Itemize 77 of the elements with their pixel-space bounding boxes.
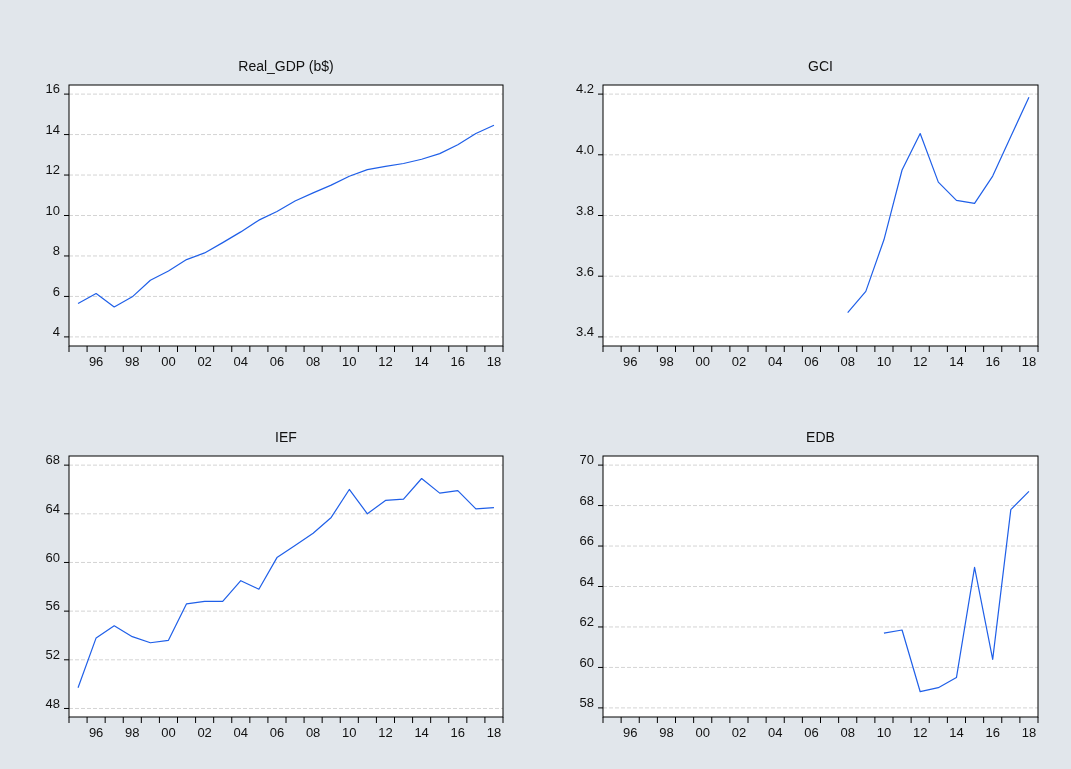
- y-tick-label: 52: [45, 647, 60, 663]
- x-tick-label: 16: [450, 725, 466, 740]
- x-tick-label: 98: [659, 725, 674, 740]
- x-tick-label: 02: [731, 354, 747, 369]
- x-tick-label: 96: [622, 354, 638, 369]
- x-tick-label: 98: [125, 354, 140, 369]
- x-tick-label: 00: [695, 354, 710, 369]
- y-tick-label: 16: [45, 81, 60, 97]
- x-tick-label: 14: [414, 725, 429, 740]
- y-tick-label: 56: [45, 598, 60, 614]
- x-tick-label: 98: [125, 725, 140, 740]
- y-tick-label: 4: [52, 324, 60, 340]
- x-tick-label: 12: [912, 725, 928, 740]
- x-tick-label: 08: [305, 354, 321, 369]
- x-tick-label: 02: [731, 725, 747, 740]
- x-tick-label: 04: [767, 354, 783, 369]
- x-tick-label: 10: [876, 354, 892, 369]
- y-tick-label: 10: [45, 202, 60, 218]
- y-tick-label: 60: [579, 654, 594, 670]
- y-tick-label: 4.2: [575, 81, 594, 97]
- x-tick-label: 16: [985, 725, 1000, 740]
- x-tick-label: 18: [486, 354, 502, 369]
- chart-title: EDB: [806, 429, 835, 445]
- y-tick-label: 64: [45, 501, 60, 517]
- x-tick-label: 08: [840, 354, 855, 369]
- x-tick-label: 12: [378, 354, 393, 369]
- y-tick-label: 68: [579, 492, 594, 508]
- y-tick-label: 70: [579, 452, 594, 468]
- y-tick-label: 3.6: [575, 263, 594, 279]
- x-tick-label: 06: [804, 354, 819, 369]
- y-tick-label: 58: [579, 695, 594, 711]
- chart-title: IEF: [275, 429, 297, 445]
- y-tick-label: 3.4: [575, 324, 594, 340]
- x-tick-label: 18: [1021, 354, 1037, 369]
- x-tick-label: 04: [767, 725, 783, 740]
- x-tick-label: 96: [622, 725, 638, 740]
- chart-title: Real_GDP (b$): [238, 58, 334, 74]
- y-tick-label: 62: [579, 614, 594, 630]
- y-tick-label: 68: [45, 452, 60, 468]
- y-tick-label: 12: [45, 162, 60, 178]
- x-tick-label: 08: [840, 725, 855, 740]
- y-tick-label: 60: [45, 549, 60, 565]
- x-tick-label: 00: [161, 725, 176, 740]
- x-tick-label: 08: [305, 725, 321, 740]
- x-tick-label: 00: [695, 725, 710, 740]
- x-tick-label: 12: [378, 725, 393, 740]
- x-tick-label: 96: [88, 725, 104, 740]
- x-tick-label: 12: [912, 354, 928, 369]
- x-tick-label: 18: [1021, 725, 1037, 740]
- x-tick-label: 06: [269, 725, 285, 740]
- y-tick-label: 3.8: [575, 202, 594, 218]
- x-tick-label: 14: [949, 725, 964, 740]
- x-tick-label: 06: [804, 725, 819, 740]
- x-tick-label: 10: [342, 725, 357, 740]
- x-tick-label: 98: [659, 354, 674, 369]
- x-tick-label: 04: [233, 725, 249, 740]
- y-tick-label: 66: [579, 533, 594, 549]
- y-tick-label: 8: [52, 243, 60, 259]
- x-tick-label: 04: [233, 354, 249, 369]
- x-tick-label: 14: [949, 354, 964, 369]
- x-tick-label: 00: [161, 354, 176, 369]
- y-tick-label: 48: [45, 695, 60, 711]
- y-tick-label: 6: [52, 283, 60, 299]
- x-tick-label: 16: [985, 354, 1000, 369]
- chart-title: GCI: [808, 58, 833, 74]
- x-tick-label: 16: [450, 354, 466, 369]
- x-tick-label: 10: [342, 354, 357, 369]
- x-tick-label: 18: [486, 725, 502, 740]
- x-tick-label: 06: [269, 354, 285, 369]
- x-tick-label: 02: [197, 725, 212, 740]
- x-tick-label: 14: [414, 354, 429, 369]
- x-tick-label: 10: [876, 725, 892, 740]
- y-tick-label: 64: [579, 573, 594, 589]
- x-tick-label: 96: [88, 354, 104, 369]
- x-tick-label: 02: [197, 354, 212, 369]
- y-tick-label: 14: [45, 121, 60, 137]
- y-tick-label: 4.0: [575, 142, 594, 158]
